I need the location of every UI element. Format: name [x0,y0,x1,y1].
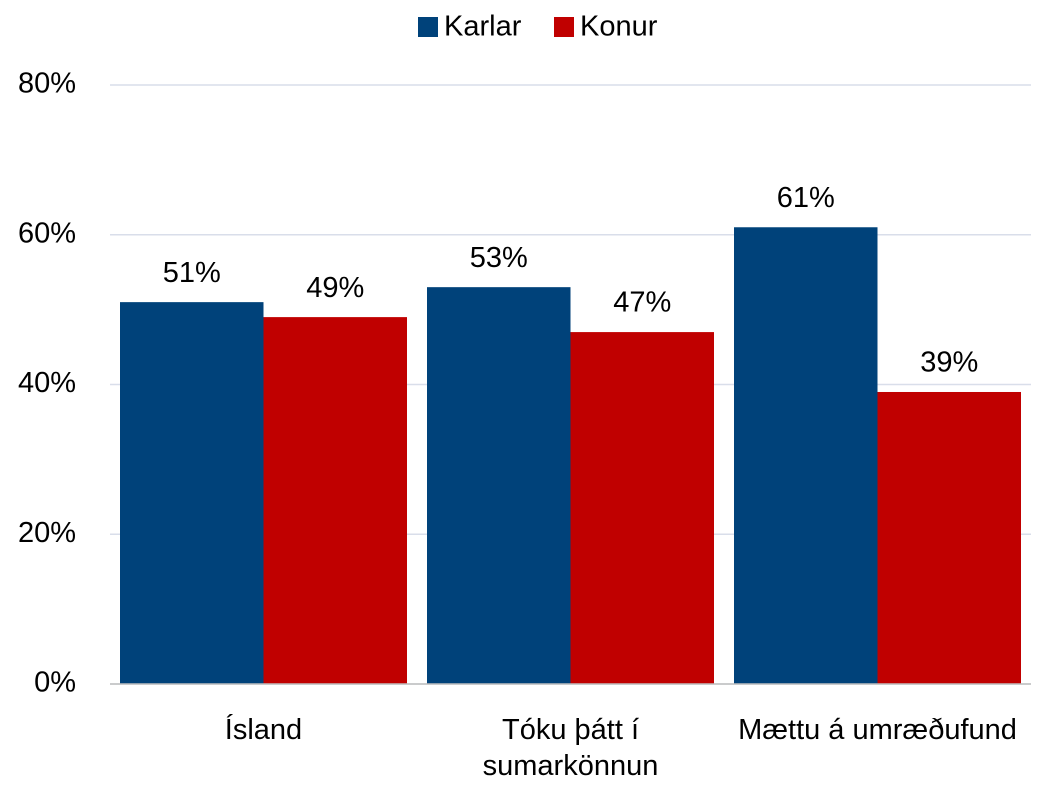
x-tick-label: Tóku þátt í sumarkönnun [482,714,659,782]
bar [570,332,714,684]
y-tick-label: 80% [18,68,76,100]
legend-swatch [554,17,574,37]
data-label: 61% [777,182,835,214]
legend-label: Karlar [444,11,522,43]
bar [877,391,1021,684]
bar [120,302,264,684]
legend-swatch [418,17,438,37]
bar [734,227,878,684]
x-tick-label: Mættu á umræðufund [738,714,1017,746]
data-label: 49% [306,272,364,304]
y-tick-label: 40% [18,367,76,399]
y-tick-label: 20% [18,517,76,549]
data-label: 47% [613,287,671,319]
y-tick-label: 60% [18,217,76,249]
x-tick-label: Ísland [224,714,303,746]
y-tick-label: 0% [34,667,76,699]
data-label: 53% [470,242,528,274]
bar [427,287,571,684]
data-label: 39% [920,347,978,379]
data-label: 51% [163,257,221,289]
legend-label: Konur [580,11,658,43]
bar [263,317,407,684]
